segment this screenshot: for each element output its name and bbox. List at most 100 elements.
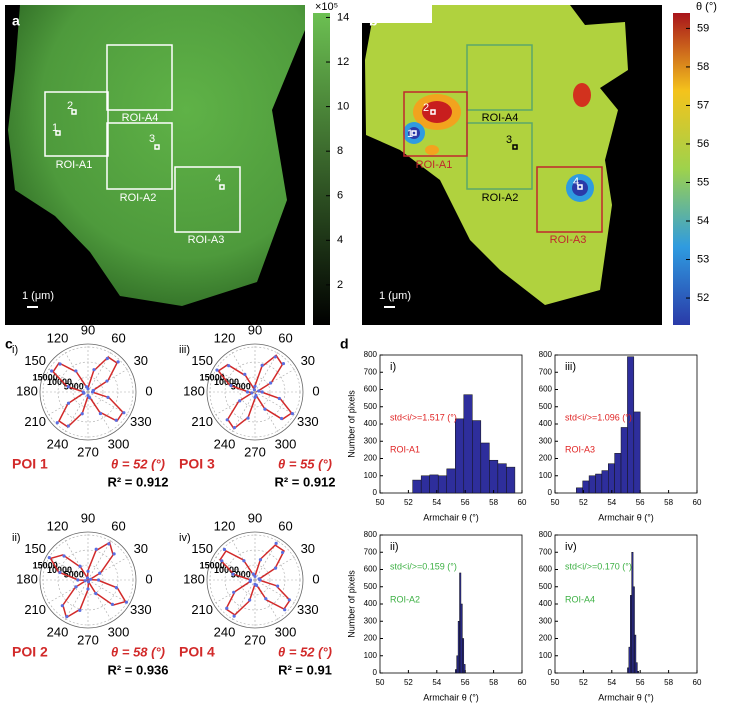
data-point	[86, 569, 90, 573]
y-tick-label: 100	[364, 471, 378, 480]
bar	[614, 453, 622, 494]
poi-label: POI 1	[12, 456, 48, 472]
data-point	[232, 590, 236, 594]
roi-label: ROI-A1	[56, 159, 93, 171]
point-label: 4	[573, 176, 579, 188]
data-point	[85, 385, 89, 389]
annotation: std<i/>=0.170 (°)	[565, 561, 632, 571]
data-point	[257, 577, 261, 581]
bar	[632, 586, 635, 674]
y-tick-label: 600	[364, 385, 378, 394]
data-point	[281, 361, 286, 366]
theta-tick-label: 240	[214, 436, 236, 451]
y-axis-label: Number of pixels	[346, 390, 356, 458]
data-point	[250, 391, 254, 395]
y-tick-label: 200	[364, 634, 378, 643]
bar	[588, 475, 596, 494]
annotation: std<i/>=1.096 (°)	[565, 412, 632, 422]
data-point	[47, 556, 51, 560]
roi-label: ROI-A2	[482, 192, 519, 204]
data-point	[114, 418, 118, 422]
data-point	[116, 360, 120, 364]
annotation: std<i/>=0.159 (°)	[390, 561, 457, 571]
data-point	[279, 416, 284, 421]
y-tick-label: 400	[539, 419, 553, 428]
colorbar-tick-label: 6	[337, 190, 343, 202]
panel-label: a	[12, 13, 20, 29]
y-tick-label: 500	[539, 582, 553, 591]
theta-tick-label: 150	[191, 541, 213, 556]
r-tick-label: 15000	[33, 372, 58, 382]
bar	[446, 468, 456, 494]
y-tick-label: 600	[364, 565, 378, 574]
r-tick-label: 10000	[214, 565, 239, 575]
data-point	[112, 552, 116, 556]
data-point	[246, 416, 250, 420]
bar	[420, 475, 430, 494]
angle-label: θ = 52 (°)	[111, 456, 165, 471]
theta-grid	[87, 579, 130, 605]
data-point	[50, 369, 54, 373]
roi-label: ROI-A3	[188, 234, 225, 246]
theta-tick-label: 0	[312, 383, 319, 398]
angle-label: θ = 52 (°)	[278, 644, 332, 659]
point-label: 3	[149, 133, 155, 145]
data-point	[58, 570, 62, 575]
data-point	[273, 355, 277, 359]
theta-tick-label: 180	[16, 383, 38, 398]
theta-tick-label: 0	[312, 571, 319, 586]
r2-label: R² = 0.912	[274, 474, 335, 489]
theta-tick-label: 30	[301, 353, 315, 368]
x-tick-label: 52	[579, 678, 588, 687]
roi-label: ROI-A1	[416, 159, 453, 171]
polar-frame	[39, 343, 137, 441]
theta-tick-label: 210	[24, 414, 46, 429]
annotation: ROI-A1	[390, 444, 420, 454]
data-point	[273, 566, 278, 570]
theta-tick-label: 330	[297, 414, 319, 429]
x-axis-label: Armchair θ (°)	[598, 512, 654, 522]
theta-tick-label: 300	[275, 624, 297, 639]
polar-frame	[206, 531, 304, 629]
x-tick-label: 52	[404, 498, 413, 507]
theta-tick-label: 300	[108, 624, 130, 639]
bar	[497, 463, 507, 494]
data-point	[60, 604, 64, 608]
y-tick-label: 800	[364, 530, 378, 539]
roi-label: ROI-A2	[120, 192, 157, 204]
bar	[627, 356, 635, 494]
r-tick-label: 5000	[64, 382, 84, 392]
data-point	[94, 591, 98, 596]
bar	[489, 459, 499, 494]
y-tick-label: 200	[539, 634, 553, 643]
theta-grid	[87, 538, 113, 581]
y-tick-label: 300	[539, 616, 553, 625]
theta-tick-label: 300	[108, 436, 130, 451]
x-tick-label: 58	[489, 498, 498, 507]
data-point	[66, 401, 71, 405]
theta-tick-label: 150	[191, 353, 213, 368]
theta-grid	[213, 367, 256, 393]
plot-frame	[379, 534, 523, 674]
y-tick-label: 0	[373, 488, 378, 497]
bar	[472, 420, 482, 494]
r-grid	[239, 564, 271, 596]
sample-a	[8, 5, 305, 306]
bar	[635, 662, 638, 674]
data-point	[215, 368, 219, 372]
data-point	[254, 393, 258, 398]
theta-tick-label: 210	[191, 602, 213, 617]
x-tick-label: 54	[607, 678, 616, 687]
data-point	[254, 583, 259, 588]
data-point	[105, 356, 109, 361]
y-tick-label: 600	[539, 385, 553, 394]
polar-frame	[206, 343, 304, 441]
bar	[601, 470, 609, 494]
theta-grid	[254, 391, 297, 417]
r-tick-label: 5000	[231, 570, 251, 580]
bar	[634, 634, 637, 674]
x-tick-label: 56	[461, 678, 470, 687]
theta-tick-label: 150	[24, 353, 46, 368]
x-tick-label: 58	[664, 498, 673, 507]
